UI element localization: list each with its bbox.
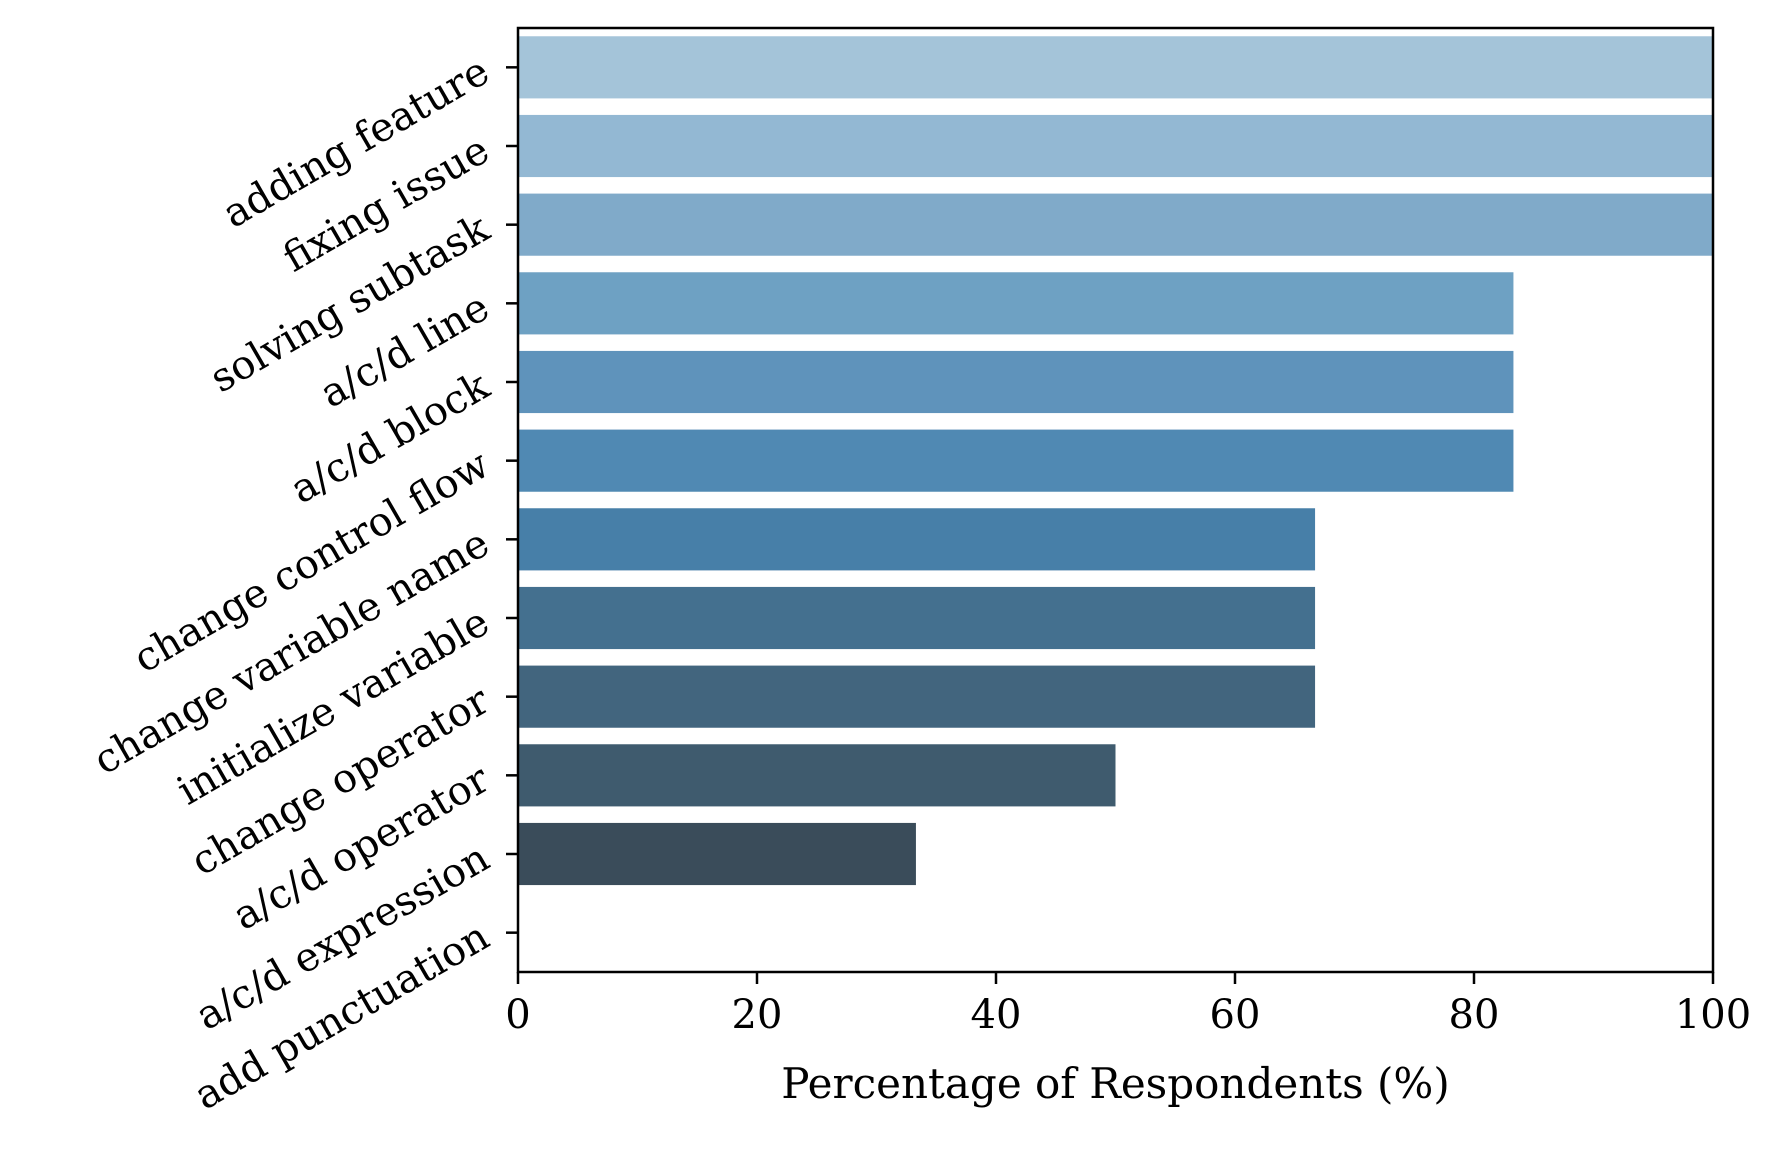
bar — [518, 193, 1713, 256]
x-tick-label: 40 — [971, 992, 1022, 1038]
bar — [518, 114, 1713, 178]
x-tick-label: 0 — [505, 992, 530, 1038]
x-tick-label: 60 — [1210, 992, 1261, 1038]
plot-frame — [516, 26, 1715, 974]
bar — [518, 586, 1316, 650]
bar — [518, 665, 1316, 728]
bar — [518, 36, 1713, 99]
bars-group — [518, 36, 1713, 886]
x-tick-label: 20 — [732, 992, 783, 1038]
x-tick-label: 80 — [1449, 992, 1500, 1038]
bar — [518, 744, 1116, 807]
bar — [518, 508, 1316, 571]
bar — [518, 429, 1514, 492]
bar — [518, 350, 1514, 414]
x-tick-label: 100 — [1675, 992, 1751, 1038]
x-axis-title: Percentage of Respondents (%) — [781, 1059, 1449, 1108]
bar — [518, 822, 916, 886]
x-ticks-group: 0 20 40 60 80 100 — [505, 972, 1751, 1038]
bar — [518, 272, 1514, 335]
